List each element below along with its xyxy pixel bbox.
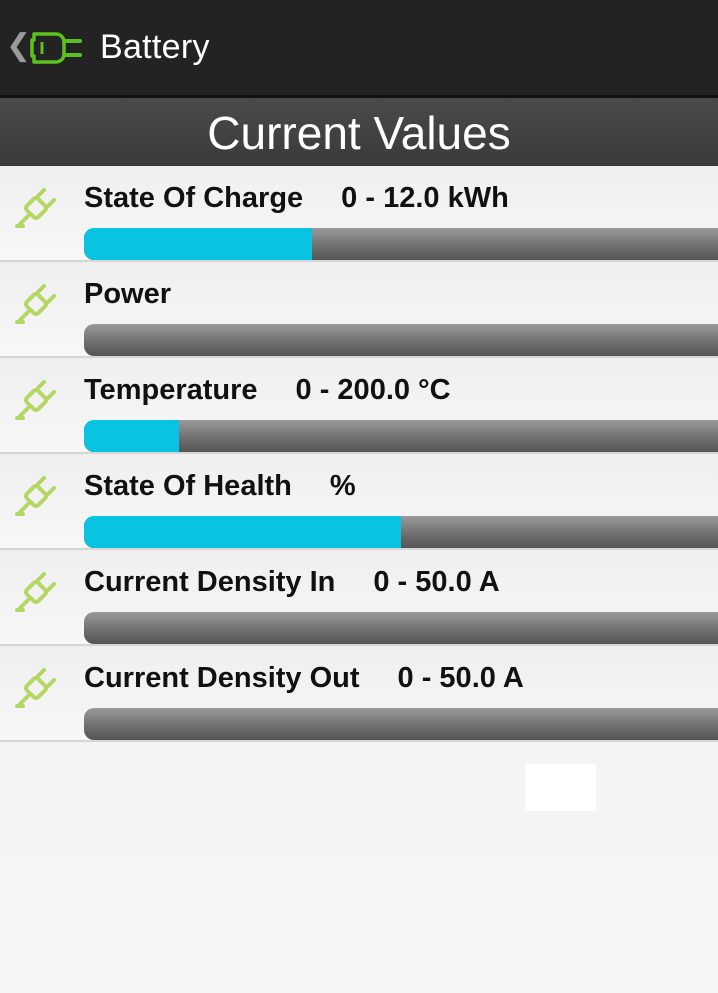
item-range: 0 - 50.0 A (397, 662, 524, 694)
list-item-current-density-out[interactable]: Current Density Out 0 - 50.0 A (0, 646, 718, 742)
progress-bar (84, 708, 718, 740)
progress-fill (84, 516, 401, 548)
plug-icon (15, 572, 56, 612)
progress-fill (84, 420, 180, 452)
progress-bar (84, 516, 718, 548)
item-label: Power (84, 278, 172, 310)
item-label: State Of Health (84, 470, 292, 502)
up-navigation-button[interactable]: ❮ (0, 0, 84, 95)
item-range: 0 - 200.0 °C (295, 374, 451, 406)
chevron-left-icon: ❮ (6, 28, 32, 62)
blank-overlay (525, 764, 596, 811)
plug-icon (15, 188, 56, 228)
item-label: State Of Charge (84, 182, 304, 214)
item-range: 0 - 50.0 A (373, 566, 500, 598)
plug-icon (15, 476, 56, 516)
plug-icon (15, 668, 56, 708)
progress-bar (84, 324, 718, 356)
plug-icon (15, 284, 56, 324)
section-header: Current Values (0, 98, 718, 166)
progress-fill (84, 228, 313, 260)
battery-plug-icon (30, 31, 82, 64)
item-label: Temperature (84, 374, 258, 406)
values-list: State Of Charge 0 - 12.0 kWh Power (0, 166, 718, 742)
item-label: Current Density In (84, 566, 336, 598)
app-title: Battery (100, 28, 210, 66)
action-bar: ❮ Battery (0, 0, 718, 98)
plug-icon (15, 380, 56, 420)
progress-bar (84, 420, 718, 452)
item-range: 0 - 12.0 kWh (341, 182, 509, 214)
list-item-power[interactable]: Power (0, 262, 718, 358)
item-label: Current Density Out (84, 662, 360, 694)
list-item-state-of-health[interactable]: State Of Health% (0, 454, 718, 550)
progress-bar (84, 228, 718, 260)
progress-bar (84, 612, 718, 644)
item-range: % (329, 470, 356, 502)
list-item-current-density-in[interactable]: Current Density In 0 - 50.0 A (0, 550, 718, 646)
list-item-state-of-charge[interactable]: State Of Charge 0 - 12.0 kWh (0, 166, 718, 262)
list-item-temperature[interactable]: Temperature 0 - 200.0 °C (0, 358, 718, 454)
